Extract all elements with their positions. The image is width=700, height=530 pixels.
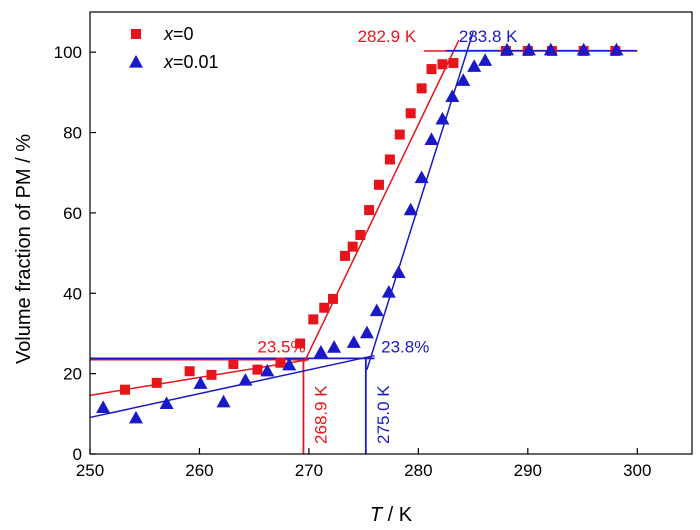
data-point-square <box>206 369 217 380</box>
x-tick-label: 280 <box>404 461 432 480</box>
legend-marker-square <box>131 29 141 39</box>
legend-label: x=0.01 <box>163 52 219 72</box>
data-point-triangle <box>282 357 297 371</box>
data-point-square <box>394 129 405 140</box>
data-point-square <box>426 64 437 75</box>
data-point-square <box>228 358 239 369</box>
fit-line <box>366 31 474 370</box>
data-point-square <box>364 205 375 216</box>
data-point-square <box>416 83 427 94</box>
data-point-triangle <box>260 363 275 377</box>
data-point-triangle <box>403 202 418 216</box>
data-point-triangle <box>521 42 536 56</box>
x-tick-label: 300 <box>623 461 651 480</box>
annotation-label: 23.5% <box>257 338 305 357</box>
data-point-square <box>120 384 131 395</box>
data-point-square <box>295 338 306 349</box>
legend-marker-triangle <box>129 55 143 68</box>
y-tick-label: 60 <box>63 204 82 223</box>
annotation-label: 268.9 K <box>311 385 330 444</box>
x-tick-label: 290 <box>514 461 542 480</box>
legend-label: x=0 <box>163 24 194 44</box>
data-point-triangle <box>414 170 429 184</box>
data-point-triangle <box>369 303 384 317</box>
data-point-triangle <box>609 42 624 56</box>
data-point-triangle <box>238 373 253 386</box>
data-point-triangle <box>346 335 361 348</box>
data-point-triangle <box>456 73 471 86</box>
x-axis-unit: / K <box>382 504 413 526</box>
y-tick-label: 100 <box>54 43 82 62</box>
data-point-square <box>373 179 384 190</box>
data-point-triangle <box>159 396 174 409</box>
data-point-triangle <box>467 59 482 72</box>
data-point-square <box>252 364 263 375</box>
y-tick-label: 20 <box>63 365 82 384</box>
x-tick-label: 250 <box>76 461 104 480</box>
data-point-square <box>448 58 459 69</box>
data-point-triangle <box>96 400 111 413</box>
data-point-triangle <box>128 410 143 424</box>
data-point-triangle <box>576 42 591 56</box>
data-point-triangle <box>381 285 396 298</box>
data-point-triangle <box>424 132 439 145</box>
y-tick-label: 0 <box>73 445 82 464</box>
data-point-square <box>327 293 338 304</box>
data-point-triangle <box>391 265 406 278</box>
data-point-square <box>347 241 358 252</box>
data-point-square <box>437 59 448 70</box>
x-axis-title: T / K <box>370 504 413 526</box>
data-point-square <box>308 314 319 325</box>
data-point-square <box>319 302 330 313</box>
data-point-square <box>340 250 351 261</box>
annotation-label: 275.0 K <box>374 385 393 444</box>
data-point-triangle <box>193 376 208 389</box>
data-point-triangle <box>216 394 231 408</box>
data-point-triangle <box>327 340 342 353</box>
x-tick-label: 270 <box>295 461 323 480</box>
data-point-square <box>355 230 366 241</box>
data-point-triangle <box>543 42 558 56</box>
fit-line <box>303 39 460 362</box>
data-point-triangle <box>435 111 450 125</box>
plot-frame <box>89 11 693 455</box>
x-tick-label: 260 <box>185 461 213 480</box>
data-point-square <box>384 154 395 165</box>
y-tick-label: 40 <box>63 284 82 303</box>
annotation-label: 282.9 K <box>358 27 417 46</box>
annotation-label: 23.8% <box>381 338 429 357</box>
data-point-triangle <box>478 53 493 66</box>
data-point-triangle <box>359 325 374 339</box>
data-point-triangle <box>313 344 328 358</box>
data-point-square <box>405 108 416 119</box>
data-point-square <box>184 366 195 377</box>
data-point-square <box>151 377 162 388</box>
data-point-triangle <box>500 42 515 56</box>
y-axis-title: Volume fraction of PM / % <box>13 134 35 364</box>
x-axis-symbol: T <box>370 504 384 526</box>
y-tick-label: 80 <box>63 124 82 143</box>
fit-line <box>89 354 375 419</box>
data-point-square <box>275 357 286 368</box>
annotation-label: 283.8 K <box>459 27 518 46</box>
data-point-triangle <box>445 89 460 102</box>
